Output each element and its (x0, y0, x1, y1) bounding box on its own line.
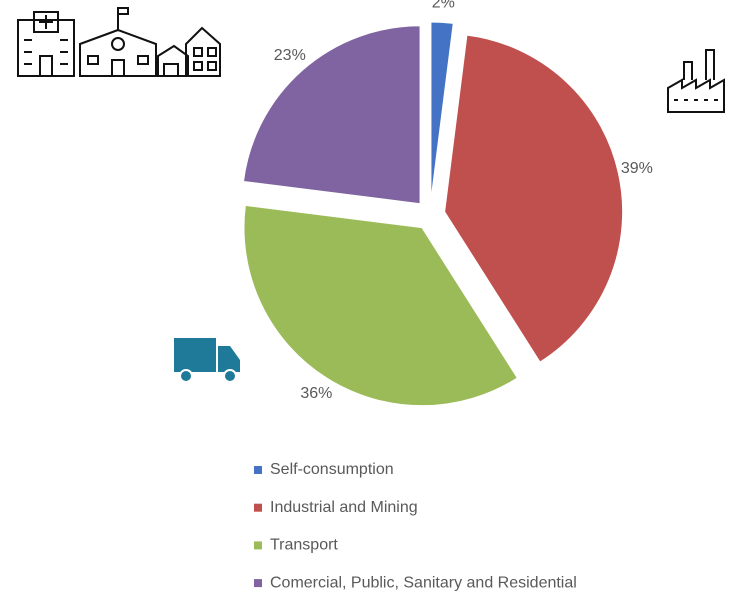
data-label: 2% (432, 0, 455, 12)
pie-slice (242, 25, 421, 205)
legend-label: Industrial and Mining (270, 499, 418, 516)
data-label: 23% (274, 47, 306, 64)
legend-swatch (254, 466, 262, 474)
legend-swatch (254, 541, 262, 550)
legend-swatch (254, 503, 262, 512)
truck-icon (174, 338, 240, 383)
data-label: 39% (621, 160, 653, 177)
legend-label: Self-consumption (270, 461, 394, 478)
pie-slice (430, 21, 454, 201)
factory-icon (667, 49, 725, 113)
buildings-icon (17, 7, 221, 77)
legend-label: Comercial, Public, Sanitary and Resident… (270, 574, 577, 591)
legend-label: Transport (270, 537, 338, 554)
pie-slice (444, 34, 624, 363)
legend-swatch (254, 579, 262, 588)
pie-slice (243, 204, 519, 407)
data-label: 36% (300, 385, 332, 402)
